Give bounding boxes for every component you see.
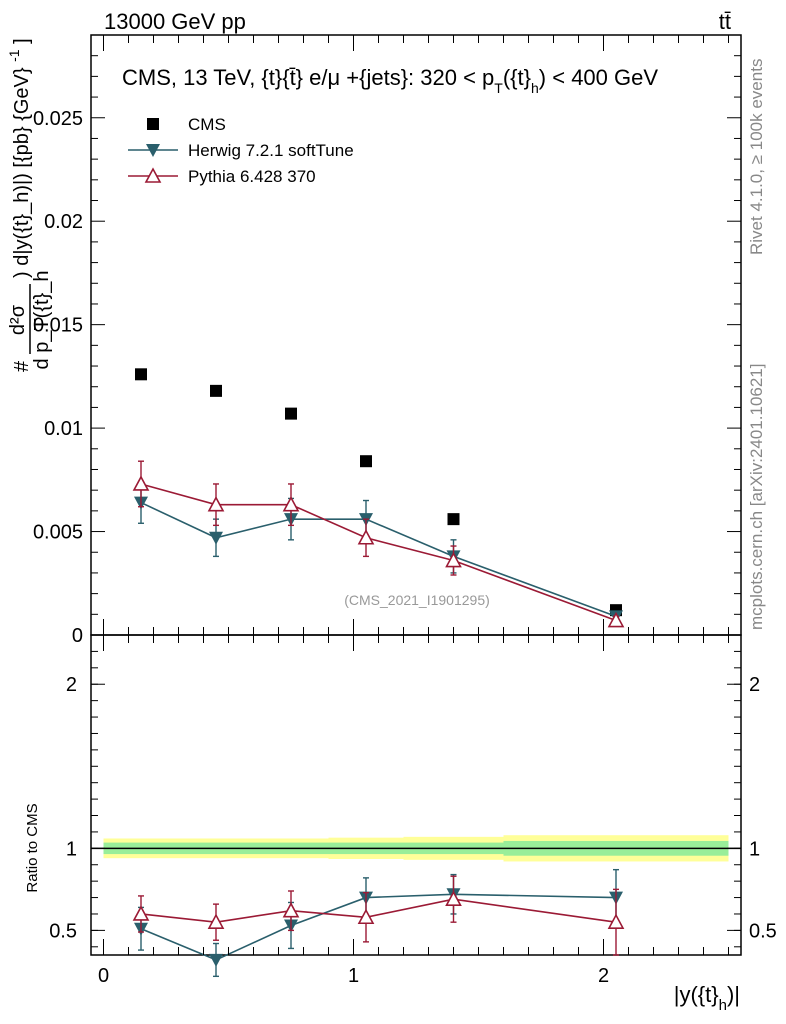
- energy-label: 13000 GeV pp: [104, 9, 246, 34]
- ratio-y-tick-label-right: 2: [749, 674, 760, 696]
- rivet-label: Rivet 4.1.0, ≥ 100k events: [747, 59, 766, 255]
- main-y-tick-label: 0.02: [44, 211, 83, 233]
- main-y-tick-label: 0: [72, 625, 83, 647]
- ratio-y-tick-label-left: 2: [66, 674, 77, 696]
- ratio-pythia-line: [140, 898, 617, 923]
- main-herwig-line: [140, 501, 617, 618]
- main-cms-point: [210, 384, 222, 397]
- x-tick-label: 1: [348, 965, 359, 987]
- plot-title: CMS, 13 TeV, {t}{t̄} e/μ +{jets}: 320 < …: [122, 65, 658, 96]
- legend-herwig-marker: [146, 144, 160, 157]
- main-pythia-point: [282, 495, 300, 512]
- ratio-y-tick-label-right: 0.5: [749, 920, 777, 942]
- ratio-pythia-point: [445, 890, 462, 907]
- ylabel-numerator: d²σ: [7, 304, 29, 335]
- main-y-axis-label: # d²σ d p_T({t}_h ) d|y({t}_h)|) [{pb} {…: [2, 38, 53, 372]
- analysis-id-label: (CMS_2021_I1901295): [344, 592, 490, 608]
- main-pythia-point: [357, 529, 375, 545]
- ratio-pythia-point: [207, 913, 225, 929]
- main-herwig-point: [209, 531, 223, 545]
- ylabel-denominator: d p_T({t}_h: [31, 271, 53, 370]
- ylabel-mid: ) d|y({t}_h)|) [{pb} {GeV}: [11, 67, 33, 278]
- ylabel-hash: #: [11, 360, 33, 372]
- x-tick-label: 0: [98, 965, 109, 987]
- main-pythia-point: [445, 551, 462, 568]
- x-tick-label: 2: [598, 965, 609, 987]
- main-cms-point: [285, 407, 297, 420]
- process-label: tt̄: [719, 9, 731, 34]
- main-cms-point: [135, 368, 147, 381]
- legend-cms-marker: [147, 118, 159, 130]
- ratio-y-tick-label-left: 1: [66, 838, 77, 860]
- svg-text:#: #: [11, 360, 33, 372]
- legend-herwig-label: Herwig 7.2.1 softTune: [188, 141, 354, 160]
- svg-text:) d|y({t}_h)|) [{pb} {GeV}: ) d|y({t}_h)|) [{pb} {GeV} -1 ]: [2, 38, 33, 278]
- main-y-tick-label: 0.005: [33, 522, 83, 544]
- legend-cms-label: CMS: [188, 115, 226, 134]
- main-y-tick-label: 0.015: [33, 315, 83, 337]
- ratio-y-tick-label-right: 1: [749, 838, 760, 860]
- mcplots-label: mcplots.cern.ch [arXiv:2401.10621]: [747, 364, 766, 630]
- ratio-y-axis-label: Ratio to CMS: [24, 803, 41, 892]
- main-cms-point: [447, 513, 460, 526]
- plot-frames: [90, 34, 742, 956]
- ratio-pythia-point: [132, 905, 150, 921]
- ratio-plot-frame: [90, 634, 742, 956]
- main-y-tick-label: 0.01: [44, 418, 83, 440]
- legend-pythia-label: Pythia 6.428 370: [188, 167, 316, 186]
- ratio-pythia-point: [357, 908, 375, 925]
- main-pythia-point: [207, 495, 225, 512]
- tick-layer: 0 0.005 0.01 0.015 0.02 0.025 0.5 0.5 1 1 2 2 0 1 2: [33, 35, 777, 987]
- main-pythia-point: [607, 611, 625, 628]
- ylabel-close: ]: [11, 38, 33, 44]
- main-cms-point: [360, 455, 372, 468]
- legend: CMS Herwig 7.2.1 softTune Pythia 6.428 370: [128, 115, 354, 186]
- svg-text:d p_T({t}_h: d p_T({t}_h: [31, 271, 53, 370]
- main-y-tick-label: 0.025: [33, 108, 83, 130]
- series-layer: [132, 368, 625, 978]
- main-pythia-point: [132, 475, 150, 491]
- ratio-herwig-point: [209, 953, 223, 967]
- ratio-pythia-point: [282, 902, 300, 918]
- x-axis-label: |y({t}h)|: [674, 982, 740, 1014]
- ratio-y-tick-label-left: 0.5: [49, 920, 77, 942]
- svg-text:d²σ: d²σ: [7, 304, 29, 335]
- legend-pythia-marker: [144, 167, 162, 183]
- main-pythia-line: [140, 483, 617, 622]
- ratio-pythia-point: [607, 913, 625, 929]
- ylabel-sup: -1: [6, 49, 22, 62]
